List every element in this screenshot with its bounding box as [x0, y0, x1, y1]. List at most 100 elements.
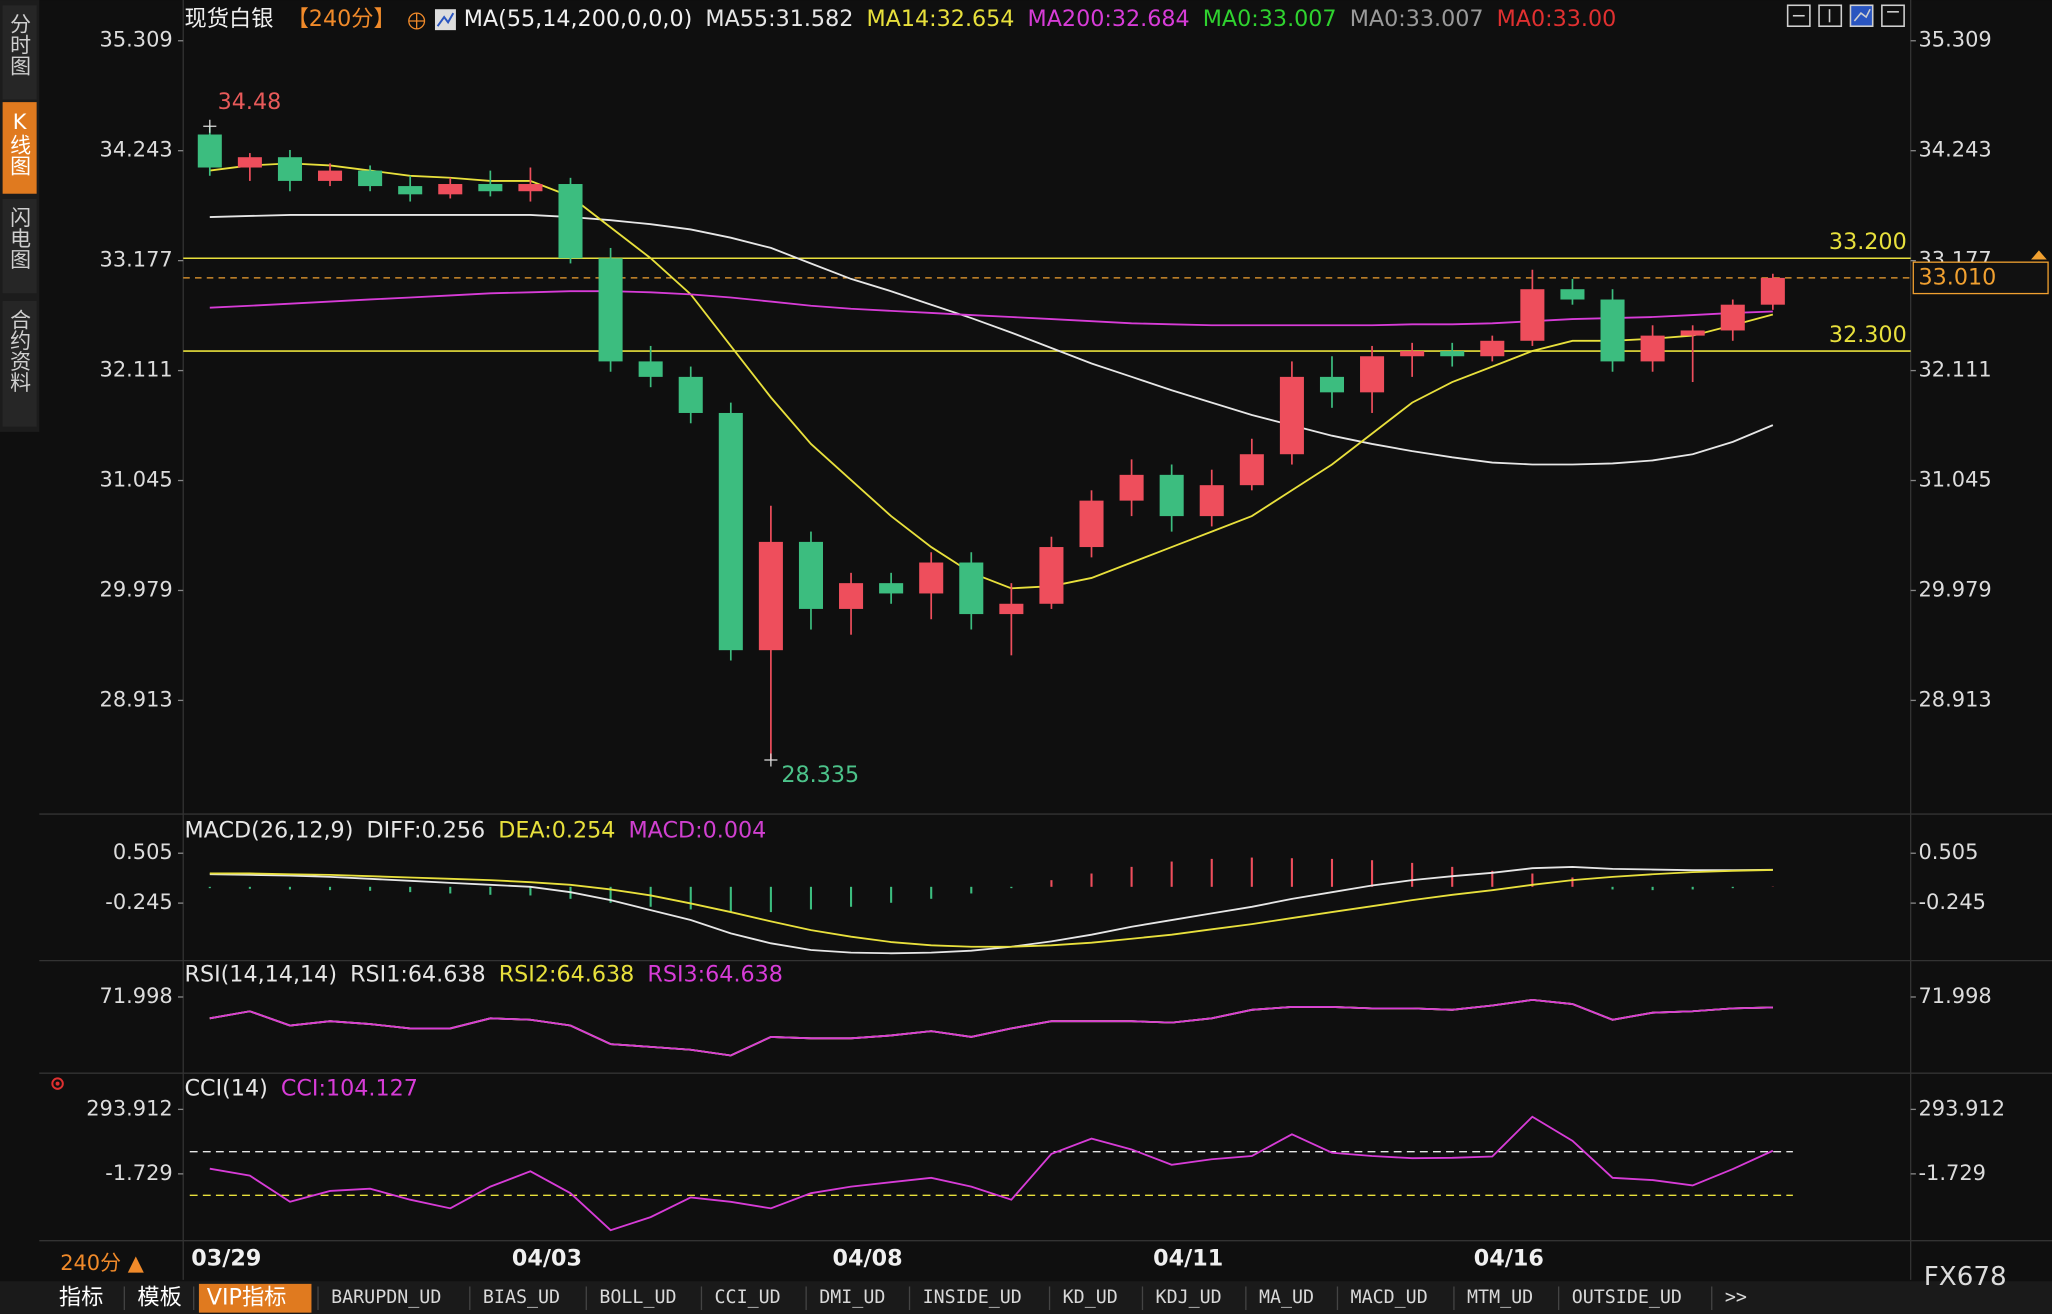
candle-body [398, 186, 423, 195]
candle-body [919, 562, 944, 594]
sidebar-tab[interactable] [2, 198, 37, 294]
candle-body [959, 562, 984, 615]
window-icons [1786, 4, 1905, 28]
icon-dot [55, 1081, 60, 1086]
candle-body [197, 134, 222, 168]
candle-body [718, 412, 743, 651]
candle-body [638, 361, 663, 377]
period-selector[interactable]: 240分 ▲ [60, 1251, 145, 1275]
sidebar-tab-label[interactable]: K线图 [8, 110, 32, 176]
candle-body [598, 258, 623, 362]
tab-label[interactable]: BOLL_UD [599, 1287, 676, 1308]
last-price-box [1912, 261, 2049, 295]
y-tick-label: 34.243 [100, 138, 173, 162]
y-tick-label: 32.111 [100, 358, 173, 382]
candle-body [478, 184, 503, 192]
legend-entry: MA14:32.654 [866, 6, 1014, 32]
candle-body [999, 603, 1024, 615]
candle-body [1760, 277, 1785, 305]
sidebar-tab-label[interactable]: 合约资料 [8, 309, 32, 393]
sidebar-tab-label[interactable]: 闪电图 [8, 207, 32, 270]
x-tick-label: 03/29 [191, 1245, 261, 1271]
candle-body [798, 541, 823, 609]
legend-entry: MACD:0.004 [628, 818, 766, 844]
tab-label[interactable]: KD_UD [1063, 1287, 1118, 1308]
period-label: 【240分】 [287, 6, 396, 32]
x-tick-label: 04/03 [512, 1245, 582, 1271]
y-tick-label: 35.309 [100, 28, 173, 52]
candle-body [1440, 351, 1465, 357]
y-tick-label-right: 32.111 [1919, 358, 1992, 382]
candle-body [358, 170, 383, 187]
high-marker [203, 119, 217, 133]
tab-label[interactable]: CCI_UD [715, 1287, 781, 1308]
low-marker [764, 753, 778, 767]
candle-body [1480, 340, 1505, 357]
tab-label[interactable]: >> [1725, 1287, 1747, 1308]
high-annotation: 34.48 [218, 89, 282, 115]
candle-body [758, 541, 783, 651]
y-tick-label-right: -1.729 [1919, 1161, 1986, 1185]
candle-body [237, 157, 262, 168]
candle-body [1400, 351, 1425, 357]
tab-label[interactable]: OUTSIDE_UD [1572, 1287, 1682, 1308]
candle-body [678, 376, 703, 413]
icon-layout[interactable] [1818, 4, 1843, 28]
sidebar-tab[interactable] [2, 301, 37, 427]
legend-entry: MA0:33.007 [1203, 6, 1337, 32]
sidebar-tab-label[interactable]: 分时图 [8, 13, 32, 76]
y-tick-label-right: 34.243 [1919, 138, 1992, 162]
tab-label[interactable]: MA_UD [1259, 1287, 1314, 1308]
tab-label[interactable]: DMI_UD [819, 1287, 885, 1308]
x-tick-label: 04/16 [1474, 1245, 1544, 1271]
candle-body [1079, 500, 1104, 548]
y-tick-label: 71.998 [100, 984, 173, 1008]
candle-body [839, 583, 864, 609]
tab-label[interactable]: BARUPDN_UD [331, 1287, 441, 1308]
y-tick-label: 29.979 [100, 577, 173, 601]
candle-body [1520, 289, 1545, 341]
add-icon-cross [408, 13, 425, 29]
tab-label[interactable]: MACD_UD [1351, 1287, 1428, 1308]
tab-label[interactable]: INSIDE_UD [923, 1287, 1022, 1308]
legend-entry: MA0:33.00 [1497, 6, 1617, 32]
tab-label[interactable]: 指标 [59, 1285, 103, 1311]
candle-body [1279, 376, 1304, 455]
tab-label[interactable]: 模板 [137, 1285, 181, 1311]
sidebar-tab[interactable] [2, 5, 37, 100]
legend-entry: RSI2:64.638 [499, 962, 635, 988]
y-tick-label-right: 28.913 [1919, 687, 1992, 711]
candle-body [1319, 376, 1345, 393]
y-tick-label: 33.177 [100, 248, 173, 272]
sidebar-tab[interactable] [2, 102, 37, 194]
brand: FX678 [1924, 1262, 2007, 1292]
icon-window[interactable] [1881, 4, 1905, 28]
ma-icon-line [436, 12, 455, 27]
icon-grid[interactable] [1786, 4, 1811, 28]
candle-body [1680, 330, 1705, 336]
candle-body [1600, 299, 1625, 362]
legend-entry: MA55:31.582 [705, 6, 853, 32]
tab-label[interactable]: KDJ_UD [1156, 1287, 1222, 1308]
tab-label[interactable]: VIP指标 [207, 1285, 287, 1311]
y-tick-label: -0.245 [105, 890, 172, 914]
candle-body [1560, 289, 1585, 300]
indicator-line [209, 865, 1773, 955]
candle-body [1119, 474, 1144, 501]
tab-label[interactable]: MTM_UD [1467, 1287, 1533, 1308]
y-tick-label-right: 293.912 [1919, 1096, 2006, 1120]
x-tick-label: 04/11 [1153, 1245, 1223, 1271]
icon-circle[interactable] [51, 1077, 64, 1090]
y-tick-label-right: -0.245 [1919, 890, 1986, 914]
tab-label[interactable]: BIAS_UD [483, 1287, 560, 1308]
panel-frames [39, 0, 2052, 1280]
icon-chart[interactable] [1849, 4, 1874, 28]
y-tick-label-right: 31.045 [1919, 468, 1992, 492]
candle-body [558, 184, 583, 259]
candle-body [879, 583, 904, 594]
candle-body [438, 184, 463, 195]
level-label: 33.200 [1829, 229, 1907, 255]
